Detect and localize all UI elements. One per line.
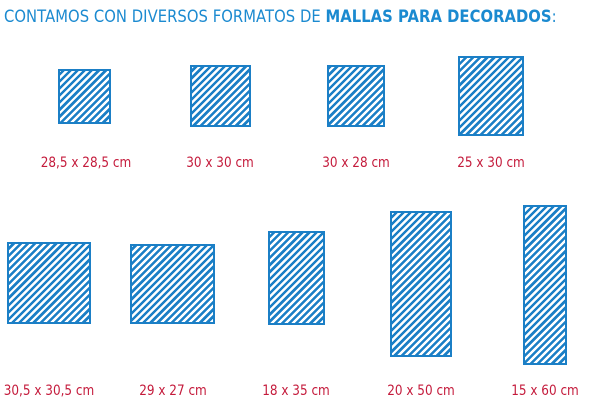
- heading-suffix: :: [551, 7, 557, 27]
- size-label-28-5x28-5: 28,5 x 28,5 cm: [40, 155, 132, 171]
- size-label-25x30: 25 x 30 cm: [457, 155, 525, 171]
- mesh-swatch-15x60: [523, 205, 567, 365]
- mesh-swatch-30-5x30-5: [7, 242, 91, 324]
- mesh-swatch-18x35: [268, 231, 325, 325]
- mesh-swatch-25x30: [458, 56, 524, 136]
- mesh-swatch-20x50: [390, 211, 452, 357]
- size-label-15x60: 15 x 60 cm: [511, 383, 579, 399]
- size-label-30x30: 30 x 30 cm: [186, 155, 254, 171]
- size-label-30x28: 30 x 28 cm: [322, 155, 390, 171]
- size-label-30-5x30-5: 30,5 x 30,5 cm: [3, 383, 95, 399]
- mesh-swatch-30x30: [190, 65, 251, 127]
- heading-prefix: CONTAMOS CON DIVERSOS FORMATOS DE: [4, 7, 326, 27]
- mesh-swatch-28-5x28-5: [58, 69, 111, 124]
- size-label-20x50: 20 x 50 cm: [387, 383, 455, 399]
- mesh-swatch-29x27: [130, 244, 215, 324]
- size-label-18x35: 18 x 35 cm: [262, 383, 330, 399]
- mesh-swatch-30x28: [327, 65, 385, 127]
- page-heading: CONTAMOS CON DIVERSOS FORMATOS DE MALLAS…: [4, 4, 557, 30]
- heading-emphasis: MALLAS PARA DECORADOS: [325, 7, 552, 27]
- size-label-29x27: 29 x 27 cm: [139, 383, 207, 399]
